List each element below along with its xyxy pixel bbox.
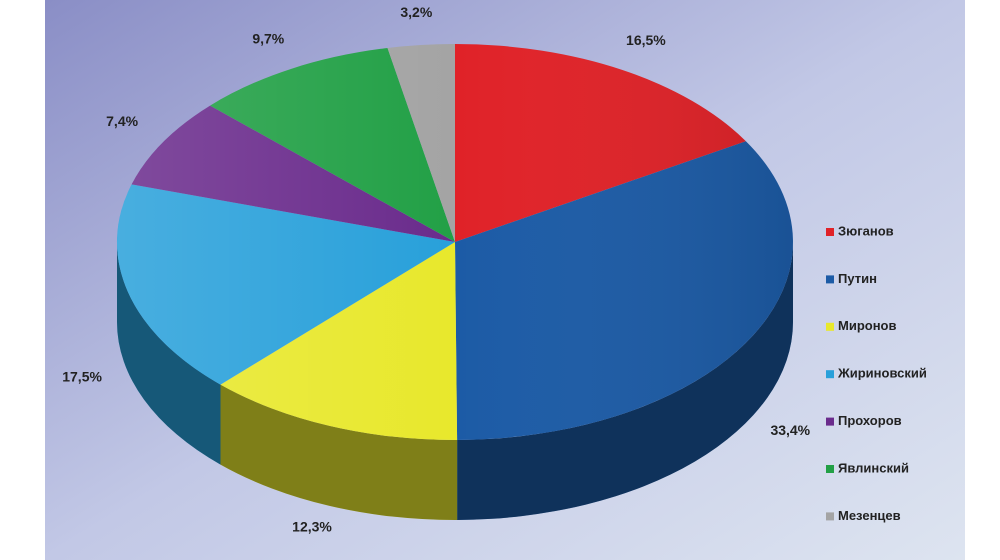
slice-side bbox=[457, 242, 793, 520]
slice-shine bbox=[117, 44, 793, 440]
legend-label: Жириновский bbox=[837, 366, 927, 381]
legend-label: Зюганов bbox=[838, 223, 894, 238]
legend-swatch bbox=[826, 275, 834, 284]
legend-swatch bbox=[826, 322, 834, 331]
legend-swatch bbox=[826, 228, 834, 236]
legend-label: Явлинский bbox=[838, 460, 909, 475]
legend-swatch bbox=[826, 370, 834, 379]
slice-side-shade bbox=[117, 242, 221, 465]
data-label: 17,5% bbox=[62, 369, 102, 385]
legend-swatch bbox=[826, 465, 834, 473]
data-label: 12,3% bbox=[292, 519, 332, 535]
slice-side-shade bbox=[457, 242, 793, 520]
legend-label: Путин bbox=[838, 271, 877, 286]
slice-side bbox=[117, 242, 221, 465]
legend-swatch bbox=[826, 512, 834, 521]
slice-side-shade bbox=[220, 384, 458, 521]
legend-label: Прохоров bbox=[838, 413, 902, 428]
data-label: 9,7% bbox=[252, 31, 284, 47]
data-label: 3,2% bbox=[400, 4, 432, 20]
data-label: 7,4% bbox=[106, 113, 138, 129]
legend-label: Миронов bbox=[838, 318, 897, 333]
data-label: 33,4% bbox=[770, 422, 810, 438]
legend-swatch bbox=[826, 417, 834, 426]
data-label: 16,5% bbox=[626, 32, 666, 48]
legend-label: Мезенцев bbox=[838, 508, 901, 523]
slice-side bbox=[220, 384, 458, 521]
